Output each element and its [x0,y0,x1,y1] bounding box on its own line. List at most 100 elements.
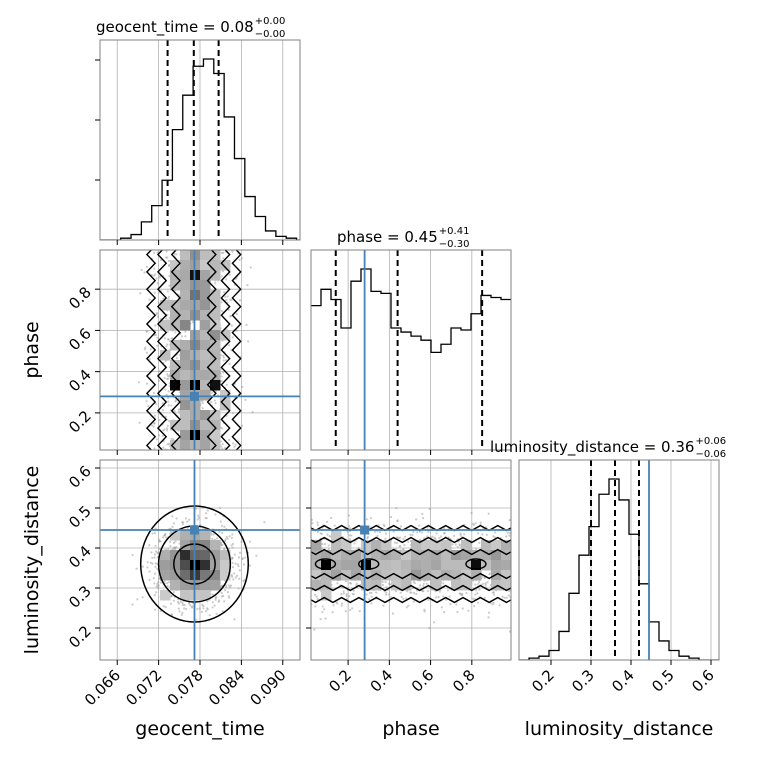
sample-point [164,256,168,259]
sample-point [195,507,198,510]
hist-bar-phase [321,289,331,450]
sample-point [231,542,235,546]
sample-point [163,337,166,340]
sample-point [501,595,504,598]
sample-point [135,567,138,570]
density-cell [200,360,211,371]
sample-point [427,598,430,602]
sample-point [167,259,170,263]
sample-point [340,593,343,596]
sample-point [150,424,154,427]
sample-point [505,535,508,538]
sample-point [224,358,228,362]
sample-point [350,534,353,537]
x-axis-label-geocent_time: geocent_time [135,718,264,740]
y-tick-label-luminosity_distance: 0.2 [65,622,95,652]
hist-bar-luminosity_distance [619,500,629,660]
sample-point [412,530,415,533]
sample-point [146,561,149,564]
density-cell [431,580,442,591]
sample-point [376,534,379,538]
sample-point [238,577,241,580]
sample-point [443,532,446,535]
sample-point [395,541,398,545]
sample-point [154,565,157,568]
sample-point [440,606,443,609]
hist-bar-luminosity_distance [659,641,669,660]
density-cell [411,540,422,551]
sample-point [153,582,156,585]
sample-point [235,574,239,577]
hist-bar-luminosity_distance [669,650,679,660]
x-tick-label-luminosity_distance: 0.6 [688,666,718,696]
sample-point [405,606,408,609]
sample-point [151,532,154,535]
x-tick-label-geocent_time: 0.072 [122,666,165,709]
y-tick-label-phase: 0.2 [65,407,95,437]
sample-point [181,523,184,526]
sample-point [191,605,194,608]
sample-point [454,543,457,546]
density-cell [180,360,191,371]
hist-bar-phase [491,297,501,450]
hist-bar-phase [421,340,431,450]
sample-point [167,263,171,267]
sample-point [219,520,222,523]
sample-point [413,592,416,595]
sample-point [489,572,492,575]
hist-panel-luminosity_distance [519,460,719,660]
sample-point [316,523,319,527]
density-cell [180,310,191,321]
sample-point [418,524,421,527]
sample-point [503,596,506,599]
sample-point [222,371,225,374]
sample-point [333,524,336,527]
sample-point [399,591,402,594]
sample-point [196,518,199,521]
x-axis-label-phase: phase [382,718,439,740]
x-tick-label-luminosity_distance: 0.5 [648,666,678,696]
sample-point [459,532,462,535]
sample-point [223,540,227,543]
y-tick-label-luminosity_distance: 0.3 [65,582,95,612]
density-cell [220,390,231,401]
sample-point [222,251,225,254]
sample-point [389,515,393,519]
sample-point [477,582,480,586]
sample-point [153,414,157,417]
sample-point [227,308,230,311]
sample-point [156,282,159,285]
density-cell [461,540,472,551]
sample-point [234,562,237,565]
sample-point [138,421,141,424]
density-cell [200,340,211,351]
sample-point [220,309,223,312]
density-cell [401,580,412,591]
sample-point [251,411,254,414]
sample-point [187,518,191,521]
sample-point [146,566,149,569]
density-cell [210,290,221,301]
density-cell [220,330,231,341]
sample-point [168,274,171,278]
contour-line [145,250,157,450]
y-tick-label-phase: 0.4 [65,366,95,396]
sample-point [186,520,189,523]
density-cell [180,530,191,541]
sample-point [442,595,445,598]
sample-point [202,604,205,608]
density-cell [501,550,511,561]
sample-point [200,610,203,614]
sample-point [214,598,217,601]
sample-point [230,299,233,302]
sample-point [237,556,241,559]
sample-point [385,586,388,589]
density-cell [200,540,211,551]
sample-point [385,593,388,596]
sample-point [483,596,486,599]
sample-point [224,538,227,541]
sample-point [162,605,165,608]
sample-point [204,610,208,613]
density-cell [471,550,482,561]
hist-step-geocent_time [100,58,300,240]
